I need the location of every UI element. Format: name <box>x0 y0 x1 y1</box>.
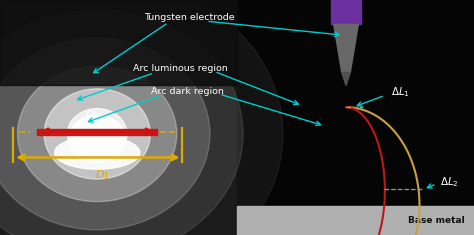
Bar <box>37 129 157 135</box>
Ellipse shape <box>0 10 243 235</box>
Bar <box>237 206 474 235</box>
Ellipse shape <box>84 123 110 145</box>
Ellipse shape <box>69 115 126 162</box>
Text: Tungsten electrode: Tungsten electrode <box>144 13 235 22</box>
Ellipse shape <box>0 38 210 230</box>
Polygon shape <box>334 24 358 72</box>
Ellipse shape <box>0 0 283 235</box>
Ellipse shape <box>55 136 140 169</box>
Text: Arc dark region: Arc dark region <box>151 87 224 96</box>
Text: Base metal: Base metal <box>408 216 465 225</box>
Ellipse shape <box>44 89 150 179</box>
Text: $\Delta L_1$: $\Delta L_1$ <box>391 85 410 99</box>
Bar <box>331 0 361 24</box>
Bar <box>237 0 474 235</box>
Bar <box>0 0 237 235</box>
Text: $D_1$: $D_1$ <box>95 168 110 182</box>
Text: $D_2$: $D_2$ <box>85 108 100 122</box>
Bar <box>0 0 237 85</box>
Ellipse shape <box>67 109 127 159</box>
Ellipse shape <box>18 66 177 202</box>
Text: $\Delta L_2$: $\Delta L_2$ <box>440 176 459 189</box>
Text: Arc luminous region: Arc luminous region <box>133 64 228 73</box>
Polygon shape <box>342 72 350 86</box>
